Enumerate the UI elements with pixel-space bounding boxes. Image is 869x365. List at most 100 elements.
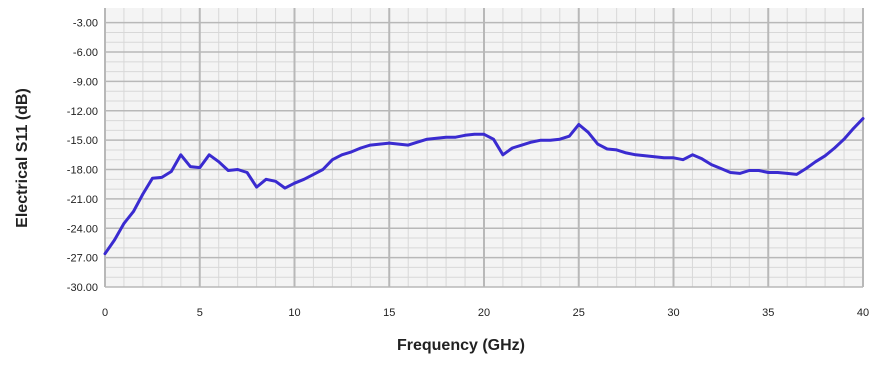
data-point <box>852 127 855 130</box>
data-point <box>170 170 173 173</box>
x-tick-label: 5 <box>197 307 203 319</box>
data-point <box>283 186 287 190</box>
data-point <box>463 134 467 137</box>
data-point <box>454 136 457 139</box>
data-point <box>274 180 277 183</box>
data-point <box>776 171 779 174</box>
data-point <box>719 167 723 170</box>
data-point <box>643 154 647 158</box>
data-point <box>359 146 363 150</box>
data-point <box>369 143 372 147</box>
x-tick-label: 10 <box>288 307 300 319</box>
data-point <box>435 137 438 140</box>
x-tick-label: 20 <box>478 307 490 319</box>
data-point <box>312 173 315 176</box>
data-point <box>700 157 704 160</box>
y-tick-label: -24.00 <box>67 223 98 235</box>
data-point <box>245 171 249 174</box>
data-point <box>823 154 827 158</box>
x-tick-label: 0 <box>102 307 108 319</box>
data-point <box>236 168 239 171</box>
data-point <box>795 173 798 176</box>
data-point <box>767 171 770 174</box>
data-point <box>748 169 751 172</box>
data-point <box>198 166 201 169</box>
y-tick-label: -21.00 <box>67 194 98 206</box>
data-point <box>691 153 694 157</box>
data-point <box>634 153 637 157</box>
y-tick-label: -3.00 <box>73 18 98 30</box>
data-point <box>113 238 116 242</box>
data-point <box>804 167 808 170</box>
data-point <box>520 143 524 147</box>
data-point <box>444 136 448 139</box>
data-point <box>179 153 182 157</box>
data-point <box>501 153 505 157</box>
data-point <box>615 148 618 152</box>
data-point <box>226 169 230 172</box>
data-point <box>681 158 685 161</box>
data-point <box>473 133 476 136</box>
data-point <box>786 172 789 175</box>
data-point <box>482 133 486 136</box>
data-point <box>141 192 145 196</box>
data-point <box>151 177 154 180</box>
data-point <box>587 131 590 134</box>
y-tick-label: -18.00 <box>67 165 98 177</box>
data-point <box>217 160 220 163</box>
y-tick-label: -6.00 <box>73 47 98 59</box>
data-point <box>558 137 561 141</box>
data-point <box>255 185 258 189</box>
data-point <box>738 172 742 175</box>
data-points <box>103 117 865 255</box>
data-point <box>833 146 836 150</box>
x-tick-label: 15 <box>383 307 395 319</box>
data-point <box>539 138 543 142</box>
data-point <box>388 141 391 145</box>
data-point <box>511 146 514 150</box>
x-tick-label: 25 <box>573 307 585 319</box>
data-point <box>160 176 164 179</box>
data-point <box>729 171 732 174</box>
data-point <box>293 182 296 185</box>
data-point <box>350 150 353 154</box>
data-point <box>814 160 817 163</box>
data-point <box>568 135 571 138</box>
data-point <box>378 142 381 146</box>
major-grid <box>104 8 864 288</box>
data-point <box>302 178 306 181</box>
y-tick-label: -27.00 <box>67 253 98 265</box>
x-axis-title: Frequency (GHz) <box>397 337 525 354</box>
data-point <box>662 156 666 159</box>
data-point <box>653 155 656 158</box>
data-point <box>861 117 865 120</box>
data-point <box>189 165 192 168</box>
data-point <box>549 138 552 142</box>
y-tick-label: -9.00 <box>73 76 98 88</box>
data-point <box>596 142 599 146</box>
x-tick-labels: 0 5 10 15 20 25 30 35 40 <box>102 307 869 319</box>
y-tick-label: -12.00 <box>67 106 98 118</box>
data-point <box>425 137 429 141</box>
data-point <box>122 222 126 225</box>
data-point <box>407 143 410 147</box>
data-point <box>530 140 533 144</box>
data-point <box>492 137 495 141</box>
y-axis-title: Electrical S11 (dB) <box>14 88 31 228</box>
data-point <box>397 142 400 146</box>
x-tick-label: 35 <box>762 307 774 319</box>
data-point <box>340 153 344 157</box>
data-point <box>605 147 609 151</box>
data-point <box>624 151 628 155</box>
data-point <box>132 210 135 213</box>
data-point <box>321 168 325 171</box>
data-point <box>672 156 675 159</box>
y-tick-label: -30.00 <box>67 282 98 294</box>
x-tick-label: 30 <box>667 307 679 319</box>
x-tick-label: 40 <box>857 307 869 319</box>
data-point <box>103 252 107 255</box>
y-tick-labels: -3.00 -6.00 -9.00 -12.00 -15.00 -18.00 -21.00 -… <box>67 18 98 294</box>
data-point <box>331 158 334 161</box>
data-point <box>416 140 419 144</box>
